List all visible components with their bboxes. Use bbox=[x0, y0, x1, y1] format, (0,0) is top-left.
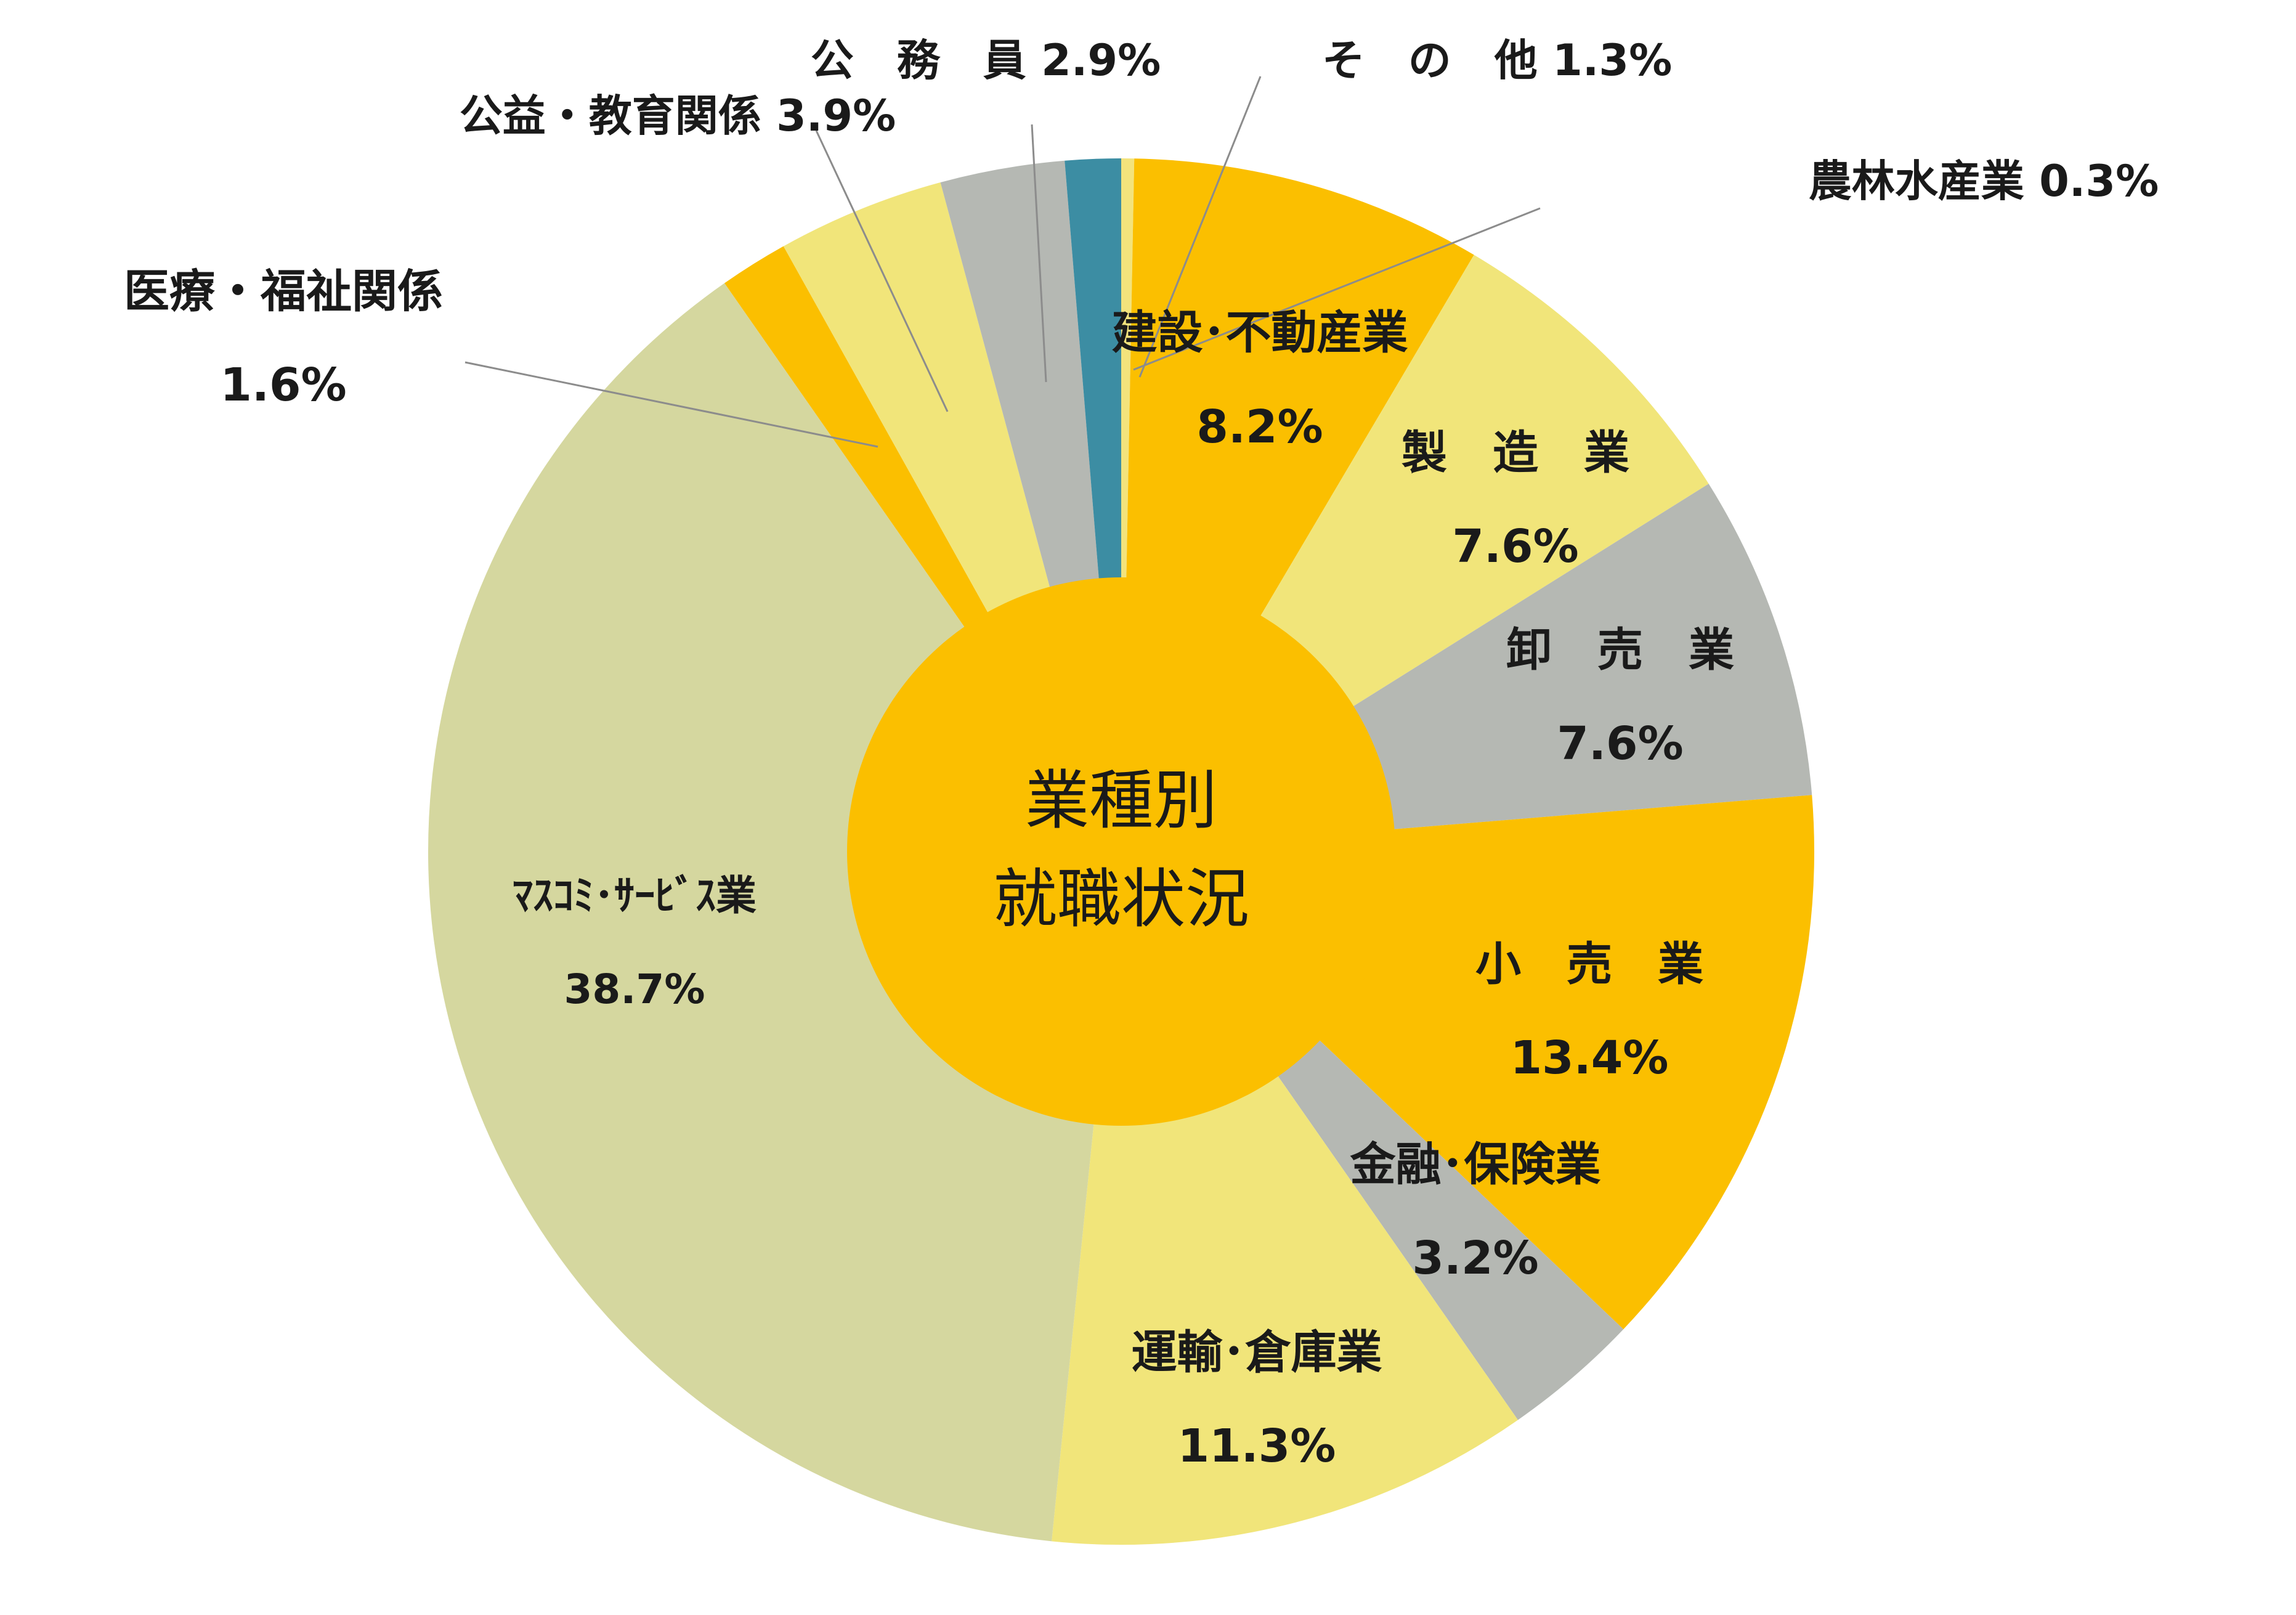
slice-label: 運輸･倉庫業 bbox=[1132, 1326, 1382, 1379]
slice-label: 公 務 員 2.9% bbox=[811, 35, 1161, 86]
leader-line bbox=[815, 130, 949, 412]
center-title-line-2: 就職状況 bbox=[993, 861, 1249, 937]
slice-label: 建設･不動産業 bbox=[1112, 306, 1408, 359]
leader-line bbox=[1031, 124, 1047, 383]
slice-value-label: 7.6% bbox=[1557, 717, 1683, 770]
leader-line bbox=[1133, 207, 1541, 371]
center-title-line-1: 業種別 bbox=[1025, 763, 1217, 838]
slice-value-label: 11.3% bbox=[1178, 1420, 1336, 1473]
leader-lines bbox=[464, 76, 1541, 448]
slice-label: 公益・教育関係 3.9% bbox=[460, 91, 896, 141]
slice-value-label: 1.6% bbox=[220, 359, 346, 412]
slice-label: そ の 他 1.3% bbox=[1322, 35, 1673, 86]
slice-label: ﾏｽｺﾐ･ｻｰﾋﾞｽ業 bbox=[513, 872, 757, 919]
slice-label: 小 売 業 bbox=[1475, 938, 1703, 991]
slice-label: 卸 売 業 bbox=[1506, 624, 1734, 677]
pie-slice bbox=[428, 283, 1121, 1542]
slice-label: 製 造 業 bbox=[1402, 426, 1629, 479]
leader-line bbox=[1138, 76, 1262, 378]
slice-label: 農林水産業 0.3% bbox=[1809, 156, 2159, 206]
slice-value-label: 13.4% bbox=[1511, 1031, 1669, 1084]
slice-value-label: 7.6% bbox=[1452, 520, 1578, 573]
slice-label: 医療・福祉関係 bbox=[124, 265, 443, 318]
slice-value-label: 3.2% bbox=[1412, 1232, 1538, 1285]
slice-value-label: 38.7% bbox=[564, 966, 705, 1013]
center-disc bbox=[847, 577, 1395, 1126]
slice-labels: 農林水産業 0.3% 建設･不動産業 8.2% 製 造 業 7.6% 卸 売 業 7.6% 小… bbox=[124, 35, 2159, 1473]
slice-value-label: 8.2% bbox=[1196, 401, 1323, 454]
leader-line bbox=[464, 361, 878, 448]
slice-label: 金融･保険業 bbox=[1350, 1138, 1601, 1191]
